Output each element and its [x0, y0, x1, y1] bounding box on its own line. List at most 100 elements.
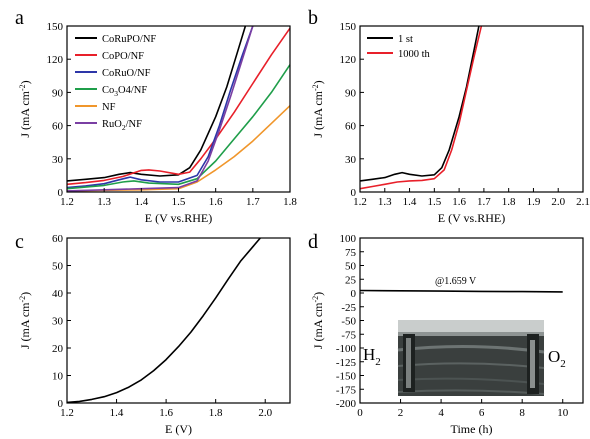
- panel-b-chart: 1.2 1.3 1.4 1.5 1.6 1.7 1.8 1.9 2.0 2.1 0 30 60 90 120…: [311, 21, 590, 225]
- panel-a-xlabel: E (V vs.RHE): [145, 211, 212, 225]
- panel-a-chart: 1.2 1.3 1.4 1.5 1.6 1.7 1.8 0 30 60 90 120 150 CoRuP…: [18, 21, 297, 225]
- panel-a-xtick-label: 1.7: [246, 196, 260, 208]
- panel-a-ytick-label: 0: [58, 187, 64, 199]
- panel-d-ytick-label: -125: [336, 357, 357, 369]
- panel-c-ytick-label: 40: [52, 288, 64, 300]
- panel-a-series-co3o4-nf: [66, 64, 291, 190]
- panel-b-xtick-label: 1.5: [427, 196, 441, 208]
- panel-d-ytick-label: 0: [351, 288, 357, 300]
- panel-d-voltage-annotation: @1.659 V: [435, 276, 477, 287]
- panel-b-xtick-label: 1.7: [477, 196, 491, 208]
- panel-b-xtick-label: 1.3: [378, 196, 392, 208]
- panel-c-ylabel: J (mA cm-2): [18, 292, 32, 349]
- h2-label: H2: [363, 345, 381, 368]
- panel-b-series-1-st: [359, 25, 480, 182]
- panel-d-xtick-label: 10: [557, 407, 569, 419]
- panel-a-ytick-label: 150: [47, 21, 64, 33]
- panel-b-frame: [359, 25, 584, 193]
- legend-entry: 1 st: [398, 34, 413, 45]
- panel-a-xtick-label: 1.2: [60, 196, 74, 208]
- panel-c-xlabel: E (V): [165, 422, 192, 436]
- panel-label-b: b: [308, 7, 318, 29]
- panel-b-xtick-label: 1.6: [452, 196, 466, 208]
- legend-entry: CoPO/NF: [102, 51, 144, 62]
- panel-a-xtick-label: 1.6: [209, 196, 223, 208]
- panel-c-ytick-label: 0: [58, 398, 64, 410]
- panel-d-xlabel: Time (h): [451, 422, 493, 436]
- panel-c-ytick-label: 30: [52, 316, 64, 328]
- o2-label: O2: [548, 347, 566, 370]
- panel-a-series-copo-nf: [66, 27, 291, 186]
- panel-c-ytick-label: 60: [52, 233, 64, 245]
- panel-c-frame: [66, 237, 291, 404]
- panel-a-ytick-label: 90: [52, 87, 64, 99]
- panel-d-ylabel: J (mA cm-2): [311, 292, 325, 349]
- legend-entry: CoRuPO/NF: [102, 34, 156, 45]
- panel-c-ytick-label: 20: [52, 343, 64, 355]
- panel-b-ytick-label: 0: [351, 187, 357, 199]
- panel-a-xtick-label: 1.4: [134, 196, 148, 208]
- panel-d-xtick-label: 2: [398, 407, 404, 419]
- panel-b-xtick-label: 1.8: [502, 196, 516, 208]
- panel-b-ytick-label: 30: [345, 154, 357, 166]
- panel-label-a: a: [15, 7, 24, 29]
- panel-c-ytick-label: 10: [52, 371, 64, 383]
- panel-b-ytick-label: 90: [345, 87, 357, 99]
- panel-a-frame: [66, 25, 291, 193]
- panel-b-xtick-label: 1.4: [403, 196, 417, 208]
- panel-a-series-coruo-nf: [66, 25, 254, 189]
- panel-b-xtick-label: 1.9: [527, 196, 541, 208]
- panel-c-chart: 1.2 1.4 1.6 1.8 2.0 0 10 20 30 40 50 60 E (V) J (mA…: [18, 233, 291, 436]
- panel-d-ytick-label: 100: [340, 233, 357, 245]
- legend-entry: RuO2/NF: [102, 119, 142, 132]
- panel-b-ytick-label: 120: [340, 54, 357, 66]
- panel-d-ytick-label: -175: [336, 384, 357, 396]
- panel-a-series-ruo2-nf: [66, 25, 254, 192]
- panel-d-ytick-label: -75: [341, 329, 356, 341]
- panel-d-ytick-label: -50: [341, 316, 356, 328]
- panel-c-xtick-label: 2.0: [258, 407, 272, 419]
- panel-c-series-curve: [66, 237, 261, 404]
- panel-b-ytick-label: 60: [345, 121, 357, 133]
- panel-c-xtick-label: 1.6: [159, 407, 173, 419]
- panel-b-ylabel: J (mA cm-2): [311, 80, 325, 137]
- panel-d-xtick-label: 8: [519, 407, 525, 419]
- panel-d-xtick-label: 0: [357, 407, 363, 419]
- legend-entry: NF: [102, 102, 116, 113]
- panel-c-xtick-label: 1.4: [110, 407, 124, 419]
- panel-a-ylabel: J (mA cm-2): [18, 80, 32, 137]
- panel-d-series-curve: [359, 289, 563, 293]
- panel-a-xtick-label: 1.8: [283, 196, 297, 208]
- panel-a-xtick-label: 1.3: [97, 196, 111, 208]
- panel-b-xtick-label: 2.0: [551, 196, 565, 208]
- panel-b-xtick-label: 1.2: [353, 196, 367, 208]
- legend-entry: Co3O4/NF: [102, 85, 147, 98]
- panel-d-ytick-label: -150: [336, 371, 357, 383]
- panel-c-xtick-label: 1.2: [60, 407, 74, 419]
- panel-a-series-corupo-nf: [66, 25, 247, 182]
- panel-b-xtick-label: 2.1: [576, 196, 590, 208]
- panel-d-ytick-label: 50: [345, 261, 357, 273]
- panel-c-xtick-label: 1.8: [209, 407, 223, 419]
- panel-a-ytick-label: 30: [52, 154, 64, 166]
- panel-b-ytick-label: 150: [340, 21, 357, 33]
- panel-d-xtick-label: 4: [438, 407, 444, 419]
- legend-entry: CoRuO/NF: [102, 68, 151, 79]
- panel-d-ytick-label: -25: [341, 302, 356, 314]
- panel-c-ytick-label: 50: [52, 261, 64, 273]
- panel-d-xtick-label: 6: [479, 407, 485, 419]
- panel-d-ytick-label: -200: [336, 398, 357, 410]
- panel-b-xlabel: E (V vs.RHE): [438, 211, 505, 225]
- legend-entry: 1000 th: [398, 49, 431, 60]
- panel-d-ytick-label: 25: [345, 274, 357, 286]
- panel-a-xtick-label: 1.5: [172, 196, 186, 208]
- panel-d-ytick-label: 75: [345, 247, 357, 259]
- panel-d-ytick-label: -100: [336, 343, 357, 355]
- panel-a-ytick-label: 120: [47, 54, 64, 66]
- electrolysis-photo-inset: [397, 320, 545, 396]
- panel-label-d: d: [308, 231, 318, 253]
- panel-label-c: c: [15, 231, 24, 253]
- panel-b-series-1000-th: [359, 25, 483, 190]
